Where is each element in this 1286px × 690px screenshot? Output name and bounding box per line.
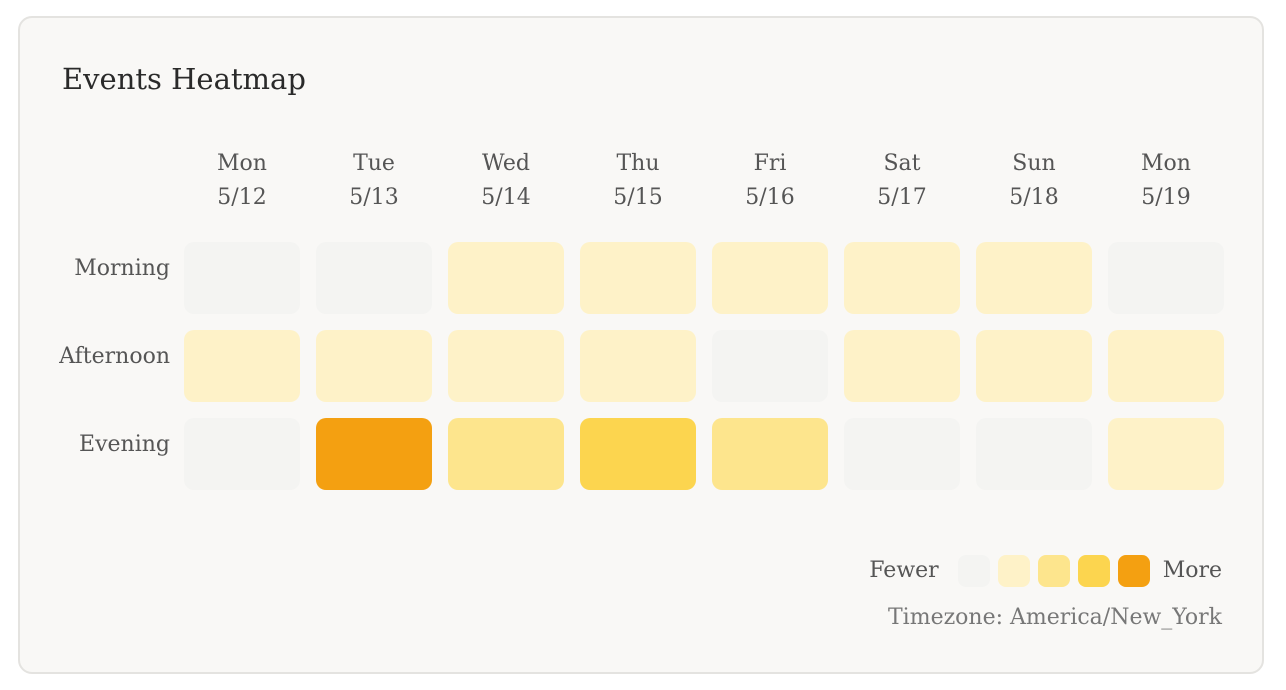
legend-swatch xyxy=(1037,555,1070,587)
heatmap-cell[interactable] xyxy=(1108,418,1224,490)
heatmap-cell[interactable] xyxy=(448,242,564,314)
heatmap-cell[interactable] xyxy=(844,330,960,402)
column-date-label: 5/15 xyxy=(613,185,663,210)
column-day-label: Mon xyxy=(217,151,267,176)
legend: Fewer More xyxy=(869,554,1222,588)
heatmap-cell[interactable] xyxy=(316,418,432,490)
legend-fewer-label: Fewer xyxy=(869,558,939,583)
timezone-note: Timezone: America/New_York xyxy=(888,605,1222,630)
column-date-label: 5/14 xyxy=(481,185,531,210)
heatmap-cell[interactable] xyxy=(184,418,300,490)
chart-title: Events Heatmap xyxy=(62,62,306,96)
column-day-label: Thu xyxy=(616,151,660,176)
legend-swatch xyxy=(997,555,1030,587)
heatmap-cell[interactable] xyxy=(580,330,696,402)
heatmap-cell[interactable] xyxy=(1108,242,1224,314)
column-header: Sun 5/18 xyxy=(976,147,1092,215)
column-header: Mon 5/12 xyxy=(184,147,300,215)
column-date-label: 5/12 xyxy=(217,185,267,210)
column-header: Wed 5/14 xyxy=(448,147,564,215)
column-day-label: Mon xyxy=(1141,151,1191,176)
column-header: Sat 5/17 xyxy=(844,147,960,215)
column-day-label: Sat xyxy=(883,151,921,176)
heatmap-cell[interactable] xyxy=(580,418,696,490)
column-header: Fri 5/16 xyxy=(712,147,828,215)
column-header: Thu 5/15 xyxy=(580,147,696,215)
column-date-label: 5/16 xyxy=(745,185,795,210)
legend-swatches xyxy=(957,555,1150,587)
column-date-label: 5/13 xyxy=(349,185,399,210)
heatmap-cell[interactable] xyxy=(976,242,1092,314)
column-date-label: 5/18 xyxy=(1009,185,1059,210)
heatmap-cell[interactable] xyxy=(712,418,828,490)
legend-swatch xyxy=(1077,555,1110,587)
legend-swatch xyxy=(957,555,990,587)
heatmap-cell[interactable] xyxy=(712,330,828,402)
heatmap-cell[interactable] xyxy=(580,242,696,314)
legend-more-label: More xyxy=(1162,558,1222,583)
column-day-label: Wed xyxy=(482,151,530,176)
heatmap-card: Events Heatmap Mon 5/12 Tue 5/13 Wed 5/14 Thu 5… xyxy=(18,16,1264,674)
heatmap-cell[interactable] xyxy=(712,242,828,314)
row-label: Afternoon xyxy=(59,344,170,369)
column-day-label: Tue xyxy=(353,151,395,176)
column-header: Tue 5/13 xyxy=(316,147,432,215)
heatmap-cell[interactable] xyxy=(844,418,960,490)
column-date-label: 5/17 xyxy=(877,185,927,210)
heatmap-cell[interactable] xyxy=(184,242,300,314)
heatmap-cell[interactable] xyxy=(976,418,1092,490)
row-label: Morning xyxy=(74,256,170,281)
heatmap-cell[interactable] xyxy=(448,330,564,402)
column-day-label: Fri xyxy=(753,151,787,176)
row-label: Evening xyxy=(79,432,170,457)
heatmap-cell[interactable] xyxy=(976,330,1092,402)
column-day-label: Sun xyxy=(1012,151,1056,176)
heatmap-cell[interactable] xyxy=(184,330,300,402)
heatmap-cell[interactable] xyxy=(844,242,960,314)
heatmap-cell[interactable] xyxy=(316,330,432,402)
legend-swatch xyxy=(1117,555,1150,587)
heatmap-cell[interactable] xyxy=(1108,330,1224,402)
column-header: Mon 5/19 xyxy=(1108,147,1224,215)
heatmap-cell[interactable] xyxy=(448,418,564,490)
heatmap-cell[interactable] xyxy=(316,242,432,314)
column-date-label: 5/19 xyxy=(1141,185,1191,210)
